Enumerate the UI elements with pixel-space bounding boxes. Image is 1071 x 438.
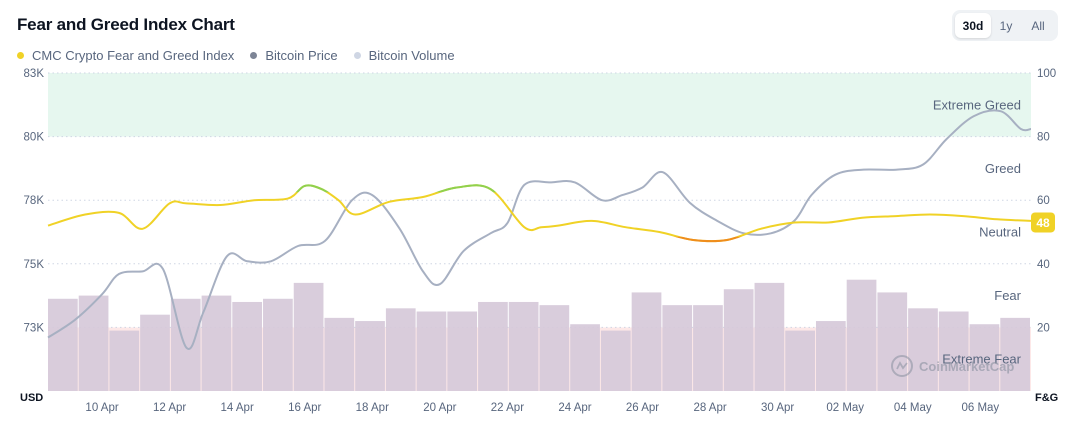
watermark-mark — [896, 361, 908, 370]
legend-dot-fear-greed — [17, 52, 24, 59]
right-axis-tick-label: 40 — [1037, 259, 1050, 271]
volume-bar — [293, 282, 324, 391]
zone-label-extreme-greed: Extreme Greed — [933, 97, 1021, 112]
volume-bar — [723, 289, 754, 391]
legend-label-fear-greed: CMC Crypto Fear and Greed Index — [32, 48, 235, 63]
volume-bar — [140, 314, 170, 391]
volume-bar — [693, 305, 723, 391]
legend-label-bitcoin-price: Bitcoin Price — [265, 48, 338, 63]
x-axis-tick-label: 16 Apr — [288, 402, 321, 414]
volume-bar — [447, 311, 478, 391]
zone-label-neutral: Neutral — [979, 225, 1021, 240]
x-axis-tick-label: 14 Apr — [221, 402, 254, 414]
range-1y-button[interactable]: 1y — [999, 18, 1013, 33]
x-axis-tick-label: 12 Apr — [153, 402, 186, 414]
right-axis-unit-label: F&G — [1035, 392, 1058, 404]
volume-bar — [324, 317, 355, 391]
volume-bar — [846, 279, 877, 391]
volume-bar — [877, 292, 908, 391]
x-axis-tick-label: 20 Apr — [423, 402, 456, 414]
bitcoin-price-line — [47, 109, 1032, 350]
left-axis-tick-label: 73K — [24, 322, 45, 334]
legend-dot-bitcoin-price — [250, 52, 258, 59]
x-axis-tick-label: 24 Apr — [558, 402, 591, 414]
x-axis-tick-label: 02 May — [826, 402, 864, 414]
zone-label-greed: Greed — [985, 161, 1021, 176]
x-axis-tick-label: 26 Apr — [626, 402, 659, 414]
volume-bar — [662, 305, 693, 391]
zone-label-fear: Fear — [994, 288, 1021, 303]
x-axis-tick-label: 30 Apr — [761, 402, 794, 414]
x-axis-tick-label: 04 May — [894, 402, 932, 414]
volume-bar — [478, 301, 508, 391]
right-axis-tick-label: 100 — [1037, 68, 1056, 80]
volume-bar — [938, 311, 969, 391]
left-axis-tick-label: 80K — [24, 132, 45, 144]
fear-greed-line-greed — [295, 184, 497, 193]
volume-bar — [48, 298, 78, 391]
volume-bar — [631, 292, 662, 391]
legend-item-bitcoin-price[interactable]: Bitcoin Price — [250, 48, 338, 63]
legend-label-bitcoin-volume: Bitcoin Volume — [368, 48, 455, 63]
volume-bar — [109, 330, 140, 391]
watermark-logo-icon — [891, 355, 913, 377]
watermark-circle — [891, 355, 913, 377]
volume-bar — [508, 301, 539, 391]
volume-bar — [1000, 317, 1030, 391]
volume-bar — [355, 321, 385, 391]
right-axis-tick-label: 60 — [1037, 195, 1050, 207]
volume-bar — [570, 324, 600, 391]
watermark-text: CoinMarketCap — [919, 359, 1014, 374]
legend-item-bitcoin-volume[interactable]: Bitcoin Volume — [353, 48, 455, 63]
range-all-button[interactable]: All — [1031, 18, 1045, 33]
volume-bar — [539, 305, 570, 391]
chart-legend: CMC Crypto Fear and Greed Index Bitcoin … — [17, 48, 471, 63]
volume-bar — [416, 311, 447, 391]
volume-bar — [78, 295, 109, 391]
right-axis-tick-label: 20 — [1037, 322, 1050, 334]
volume-bar — [908, 308, 938, 391]
zone-label-extreme-fear: Extreme Fear — [942, 352, 1021, 367]
left-axis-tick-label: 78K — [24, 195, 45, 207]
right-axis-tick-label: 80 — [1037, 132, 1050, 144]
volume-bar — [600, 330, 631, 391]
current-value-text: 48 — [1036, 216, 1050, 230]
x-axis-tick-label: 06 May — [961, 402, 999, 414]
volume-bar — [754, 282, 785, 391]
legend-dot-bitcoin-volume — [353, 52, 361, 59]
x-axis-tick-label: 28 Apr — [693, 402, 726, 414]
volume-bar — [815, 321, 846, 391]
left-axis-tick-label: 75K — [24, 259, 45, 271]
current-value-badge — [1031, 212, 1055, 233]
left-axis-unit-label: USD — [20, 392, 43, 404]
x-axis-tick-label: 10 Apr — [85, 402, 118, 414]
legend-item-fear-greed-index[interactable]: CMC Crypto Fear and Greed Index — [17, 48, 234, 63]
time-range-selector: 30d 1y All — [952, 10, 1058, 41]
x-axis-tick-label: 22 Apr — [491, 402, 524, 414]
volume-bar — [232, 301, 263, 391]
chart-title: Fear and Greed Index Chart — [17, 15, 235, 34]
range-30d-button[interactable]: 30d — [955, 13, 991, 38]
volume-bar — [263, 298, 293, 391]
zone-extreme-greed — [48, 73, 1031, 137]
volume-bar — [785, 330, 815, 391]
volume-bar — [385, 308, 416, 391]
volume-bar — [969, 324, 1000, 391]
fear-greed-line-fear — [674, 236, 742, 243]
left-axis-tick-label: 83K — [24, 68, 45, 80]
volume-bar — [201, 295, 232, 391]
fear-greed-line — [47, 184, 1032, 243]
x-axis-tick-label: 18 Apr — [356, 402, 389, 414]
